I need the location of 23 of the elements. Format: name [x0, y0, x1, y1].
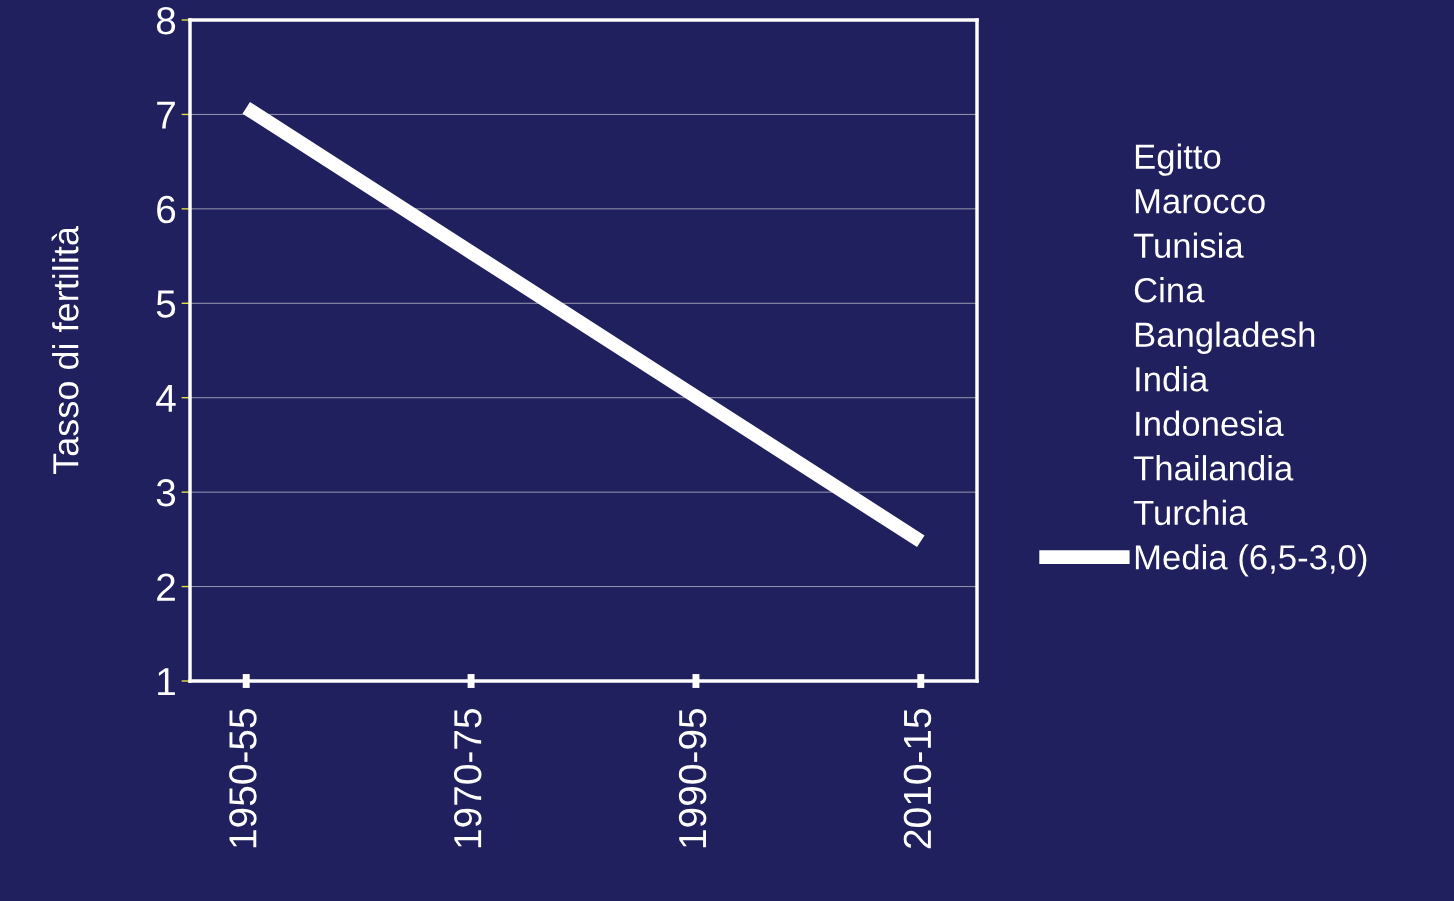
text: Marocco — [1135, 189, 1265, 214]
text: India — [1136, 366, 1209, 392]
x-tick-label: 1970-75 — [453, 709, 482, 848]
text: Cina — [1134, 277, 1205, 303]
y-tick-label: 4 — [156, 385, 176, 412]
text: Thailandia — [1133, 455, 1294, 481]
y-tick-label: 7 — [157, 101, 175, 129]
y-tick-label: 6 — [157, 195, 176, 224]
text: Egitto — [1135, 143, 1221, 176]
x-tick-label: 2010-15 — [903, 709, 932, 849]
y-tick-label: 5 — [156, 290, 176, 318]
y-axis-title: Tasso di fertilità — [51, 226, 79, 475]
legend-label: Media (6,5-3,0) — [1135, 544, 1367, 577]
y-tick-label: 2 — [157, 573, 175, 601]
text: Bangladesh — [1135, 321, 1315, 354]
x-tick-label: 1990-95 — [678, 709, 707, 848]
text: Tunisia — [1133, 232, 1244, 259]
y-tick-label: 3 — [156, 479, 176, 507]
y-tick-label: 8 — [156, 6, 176, 35]
text: Turchia — [1133, 499, 1248, 526]
text: Indonesia — [1136, 410, 1284, 437]
y-tick-label: 1 — [158, 668, 175, 696]
x-tick-label: 1950-55 — [229, 709, 257, 848]
